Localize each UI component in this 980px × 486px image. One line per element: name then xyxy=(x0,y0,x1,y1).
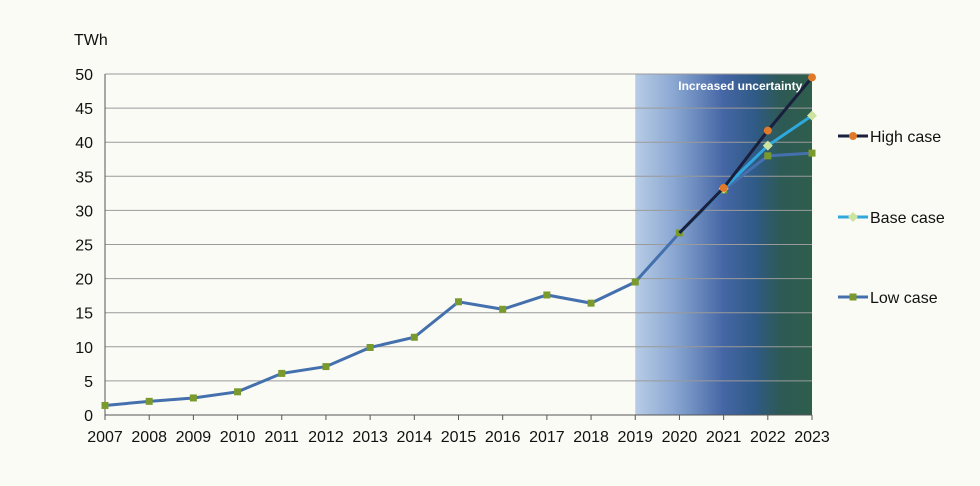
x-tick-label: 2010 xyxy=(220,429,256,446)
low-case-point xyxy=(189,394,197,402)
x-tick-label: 2020 xyxy=(662,429,698,446)
low-case-point xyxy=(764,152,772,160)
base-case-point xyxy=(762,140,773,151)
x-tick-label: 2019 xyxy=(617,429,653,446)
x-tick-label: 2015 xyxy=(441,429,477,446)
y-tick-label: 0 xyxy=(84,408,93,425)
y-axis-title: TWh xyxy=(74,32,108,49)
x-tick-label: 2021 xyxy=(706,429,742,446)
low-case-point xyxy=(499,305,507,313)
x-tick-label: 2017 xyxy=(529,429,565,446)
y-tick-label: 30 xyxy=(75,203,93,220)
low-case-point xyxy=(808,149,816,157)
legend-low-case-marker xyxy=(849,293,857,301)
high-case-point xyxy=(763,126,772,135)
low-case-point xyxy=(234,388,242,396)
low-case-point xyxy=(101,401,109,409)
high-case-line xyxy=(678,76,814,234)
x-tick-label: 2016 xyxy=(485,429,521,446)
y-tick-label: 35 xyxy=(75,169,93,186)
x-tick-label: 2023 xyxy=(794,429,830,446)
low-case-point xyxy=(322,363,330,371)
x-tick-label: 2008 xyxy=(131,429,167,446)
y-tick-label: 25 xyxy=(75,238,93,255)
low-case-point xyxy=(587,299,595,307)
low-case-point xyxy=(278,369,286,377)
x-tick-label: 2018 xyxy=(573,429,609,446)
uncertainty-label: Increased uncertainty xyxy=(678,79,802,93)
low-case-point xyxy=(631,278,639,286)
x-tick-label: 2007 xyxy=(87,429,123,446)
low-case-point xyxy=(410,333,418,341)
axes: 2007 2008 2009 2010 2011 2012 2013 2014 2015 2016… xyxy=(87,74,830,446)
base-case-point xyxy=(807,110,817,121)
x-tick-label: 2011 xyxy=(265,429,300,446)
x-tick-label: 2014 xyxy=(397,429,433,446)
high-case-point xyxy=(808,73,816,82)
series-lines xyxy=(101,73,817,409)
y-tick-label: 40 xyxy=(75,135,93,152)
x-tick-label: 2009 xyxy=(176,429,212,446)
legend-high-case-label: High case xyxy=(870,129,941,146)
high-case-point xyxy=(719,183,728,192)
x-tick-label: 2022 xyxy=(750,429,786,446)
legend-base-case-marker xyxy=(848,212,858,222)
y-tick-label: 20 xyxy=(75,272,93,289)
low-case-point xyxy=(366,343,374,351)
y-tick-label: 15 xyxy=(75,306,93,323)
gridlines: 0 5 10 15 20 25 30 35 40 45 50 xyxy=(75,67,812,425)
low-case-point xyxy=(543,291,551,299)
legend-low-case-label: Low case xyxy=(870,290,938,307)
y-tick-label: 45 xyxy=(75,101,93,118)
y-tick-label: 5 xyxy=(84,374,93,391)
x-tick-label: 2013 xyxy=(352,429,388,446)
low-case-point xyxy=(455,298,462,306)
y-tick-label: 10 xyxy=(75,340,93,357)
x-tick-label: 2012 xyxy=(308,429,344,446)
legend: High case Base case Low case xyxy=(838,129,945,307)
low-case-point xyxy=(145,397,153,405)
y-tick-label: 50 xyxy=(75,67,93,84)
legend-high-case-marker xyxy=(849,132,857,140)
legend-base-case-label: Base case xyxy=(870,210,945,227)
